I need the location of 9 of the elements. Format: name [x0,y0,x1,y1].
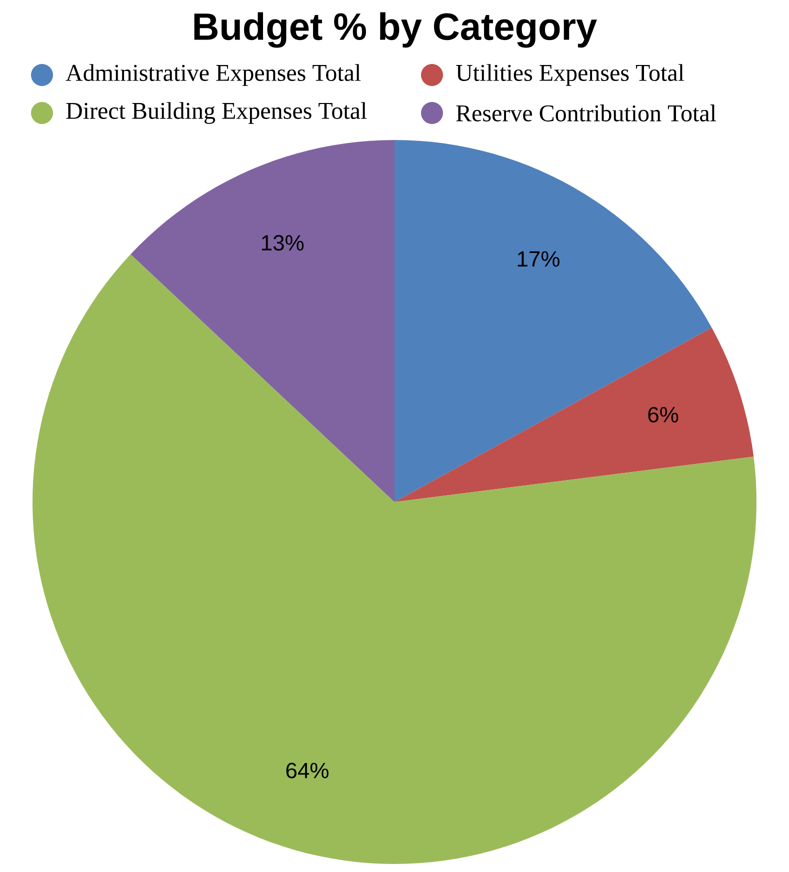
legend-label: Direct Building Expenses Total [66,102,367,124]
data-label: 17% [518,251,560,267]
legend-label: Reserve Contribution Total [456,104,716,122]
legend-label: Utilities Expenses Total [456,64,684,86]
chart-title: Budget % by Category [194,12,597,48]
legend-label: Administrative Expenses Total [66,64,361,86]
data-label: 64% [286,762,328,778]
data-label: 13% [262,235,304,251]
data-label: 6% [648,406,678,423]
